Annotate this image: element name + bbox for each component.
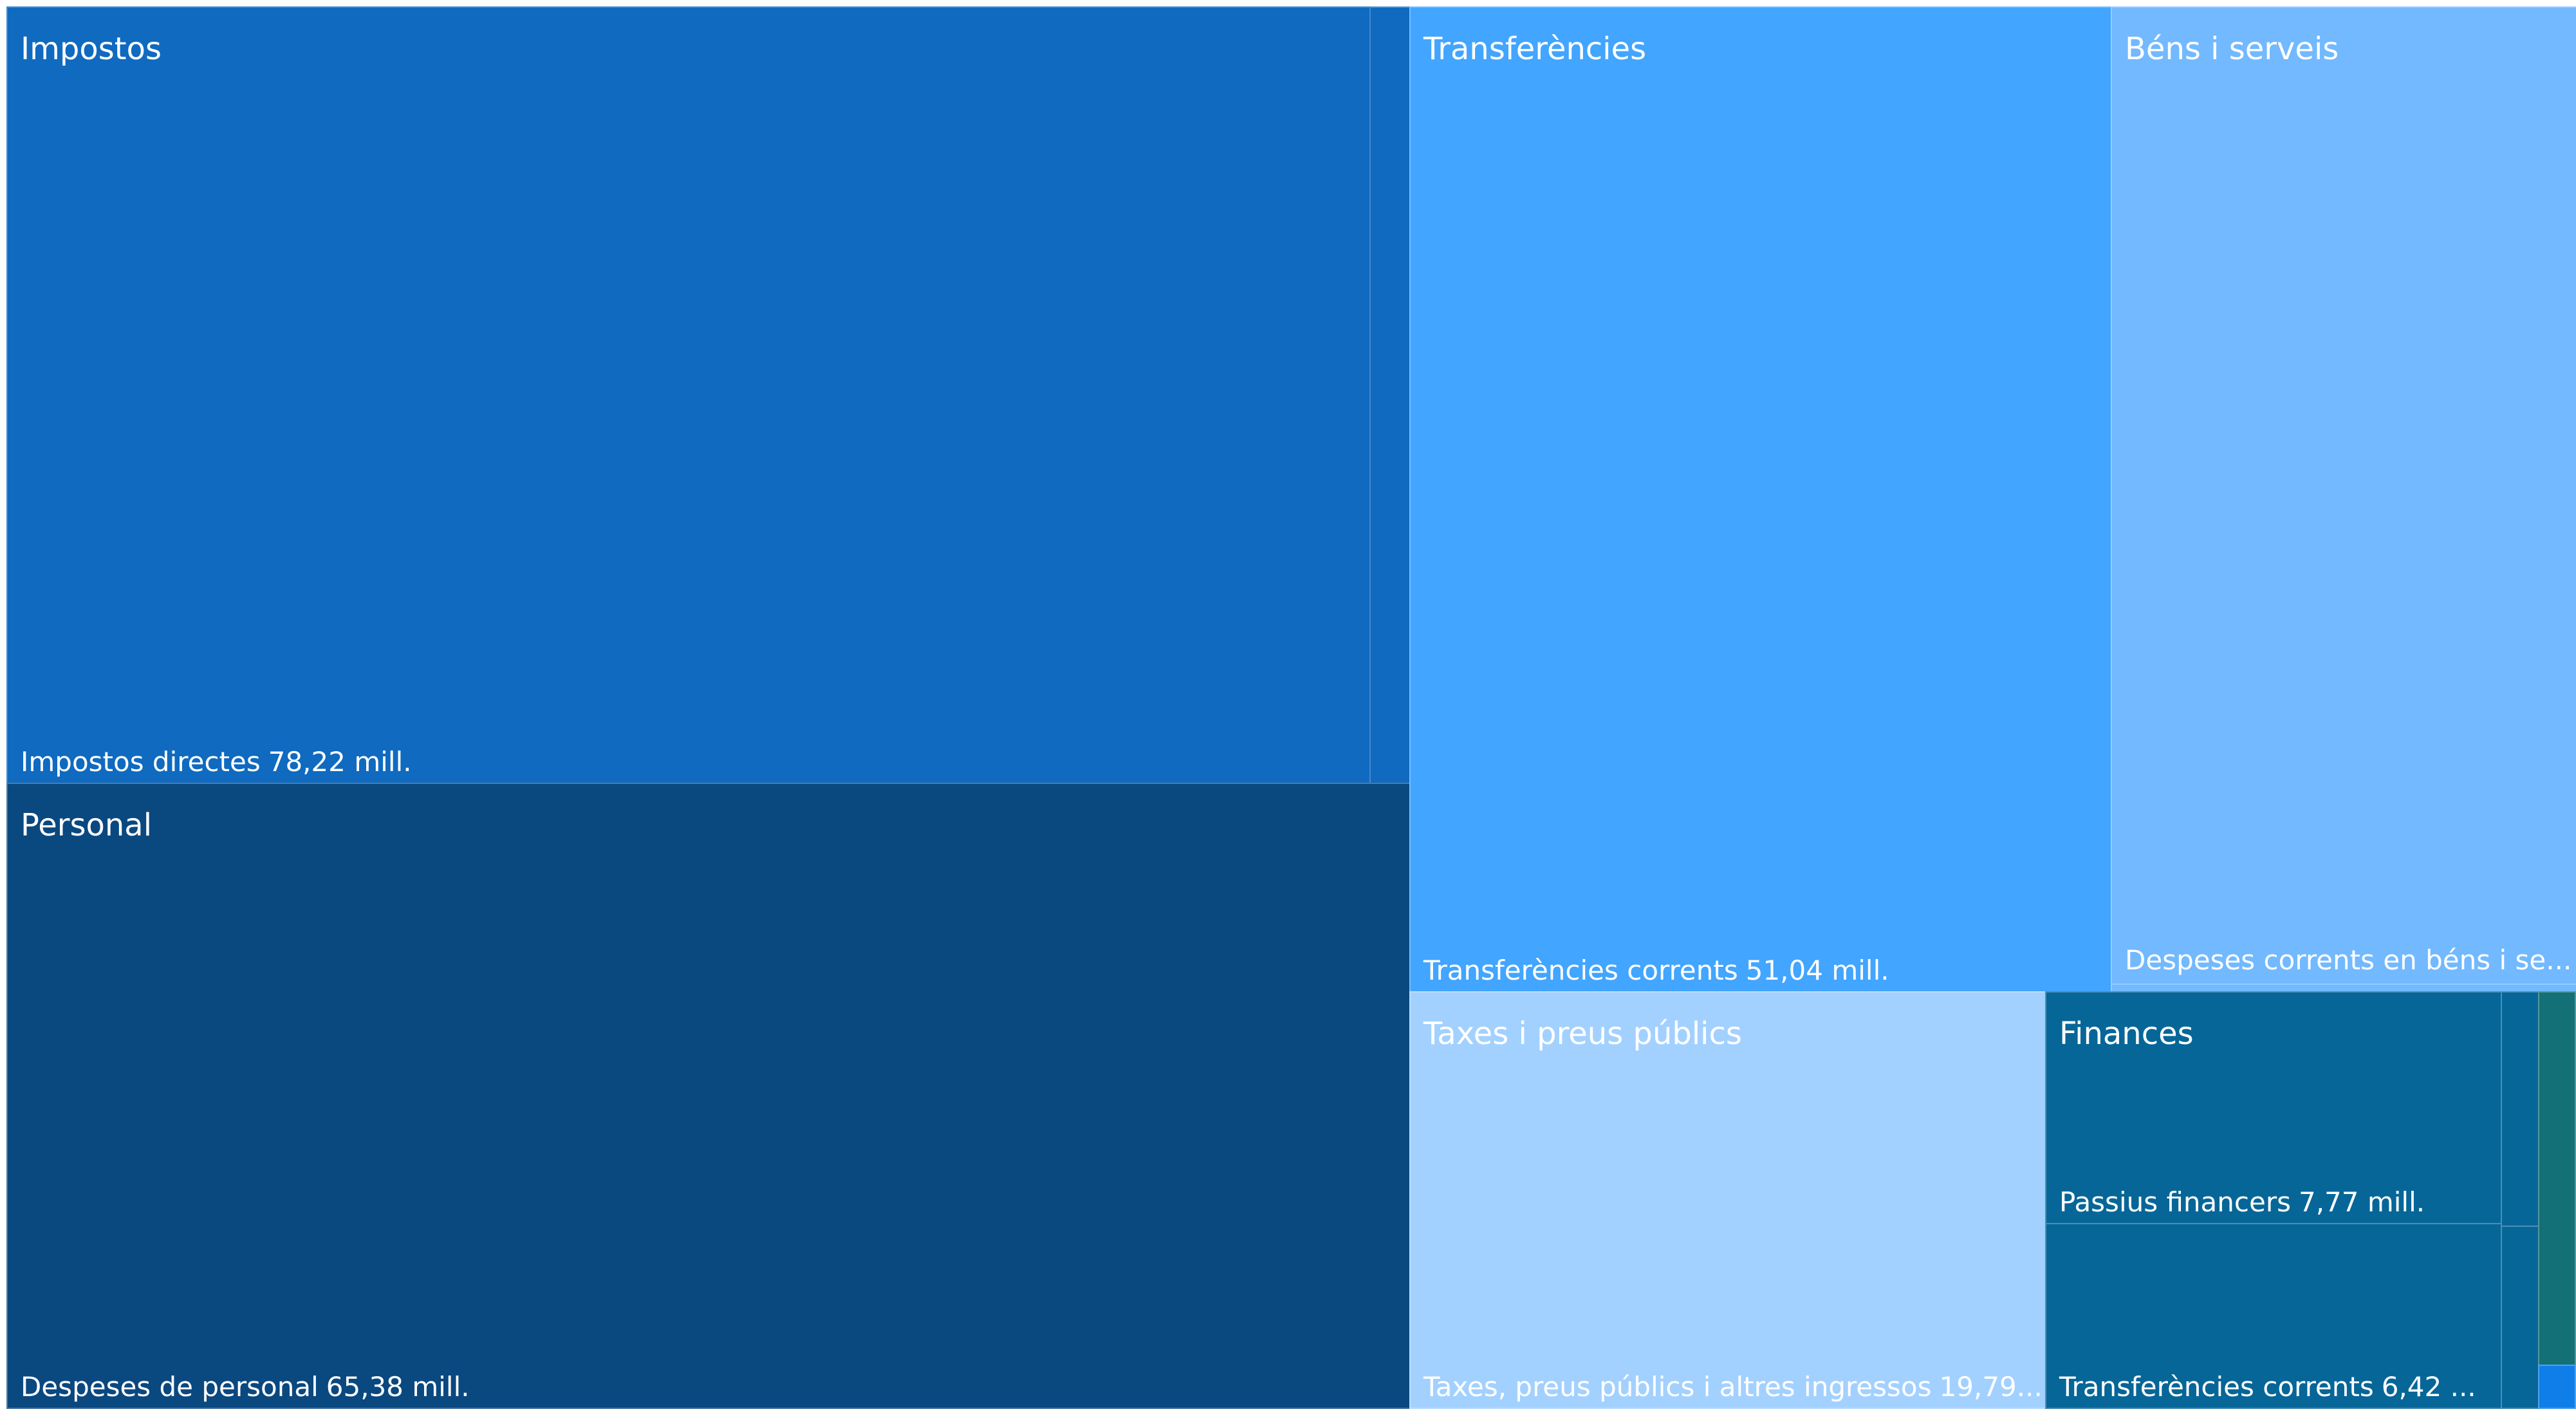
leaf-label-passius-financers: Passius financers 7,77 mill. (2059, 1186, 2425, 1218)
leaf-name: Transferències corrents (2059, 1371, 2374, 1403)
leaf-name: Taxes, preus públics i altres ingressos (1423, 1371, 1932, 1403)
leaf-despeses-personal[interactable]: Personal Despeses de personal 65,38 mill. (6, 783, 1411, 1409)
leaf-finances-small-2[interactable] (2501, 1226, 2539, 1409)
group-label-transferencies: Transferències (1423, 31, 1647, 67)
leaf-value: 51,04 mill. (1745, 955, 1889, 986)
leaf-taxes-preus[interactable]: Taxes i preus públics Taxes, preus públi… (1409, 991, 2046, 1409)
group-label-impostos-overlay: Impostos (21, 31, 162, 67)
leaf-passius-financers[interactable]: Finances Passius financers 7,77 mill. (2045, 991, 2502, 1224)
leaf-finances-small-1[interactable] (2501, 991, 2539, 1227)
leaf-other-teal[interactable] (2538, 991, 2576, 1366)
group-label-personal: Personal (21, 807, 153, 843)
group-label-bens-serveis: Béns i serveis (2125, 31, 2339, 67)
leaf-despeses-bens-serveis[interactable]: Béns i serveis Despeses corrents en béns… (2111, 6, 2576, 985)
leaf-label-despeses-personal: Despeses de personal 65,38 mill. (21, 1371, 470, 1403)
leaf-label-despeses-bens-serveis: Despeses corrents en béns i se... (2125, 944, 2571, 976)
leaf-name: Despeses de personal (21, 1371, 319, 1403)
leaf-value: 19,79... (1939, 1371, 2043, 1403)
leaf-name: Transferències corrents (1423, 955, 1738, 986)
leaf-value: 65,38 mill. (326, 1371, 470, 1403)
leaf-label-transferencies-corrents: Transferències corrents 51,04 mill. (1423, 955, 1889, 986)
leaf-value: 7,77 mill. (2298, 1186, 2425, 1218)
leaf-label-finances-transferencies: Transferències corrents 6,42 ... (2059, 1371, 2476, 1403)
leaf-label-taxes-preus: Taxes, preus públics i altres ingressos 1… (1423, 1371, 2043, 1403)
group-label-taxes: Taxes i preus públics (1423, 1016, 1742, 1052)
leaf-name: Passius financers (2059, 1186, 2291, 1218)
leaf-transferencies-corrents[interactable]: Transferències Transferències corrents 51… (1409, 6, 2112, 993)
leaf-name: Impostos directes (21, 746, 261, 778)
leaf-finances-transferencies[interactable]: Transferències corrents 6,42 ... (2045, 1223, 2502, 1409)
group-label-finances: Finances (2059, 1016, 2194, 1052)
leaf-label-impostos-directes: Impostos directes 78,22 mill. (21, 746, 412, 778)
leaf-value: 78,22 mill. (268, 746, 412, 778)
leaf-impostos-directes[interactable]: Impostos Impostos directes 78,22 mill. (6, 6, 1371, 784)
leaf-name: Despeses corrents en béns i se... (2125, 944, 2572, 976)
leaf-other-blue[interactable] (2538, 1365, 2576, 1409)
leaf-value: 6,42 ... (2381, 1371, 2476, 1403)
